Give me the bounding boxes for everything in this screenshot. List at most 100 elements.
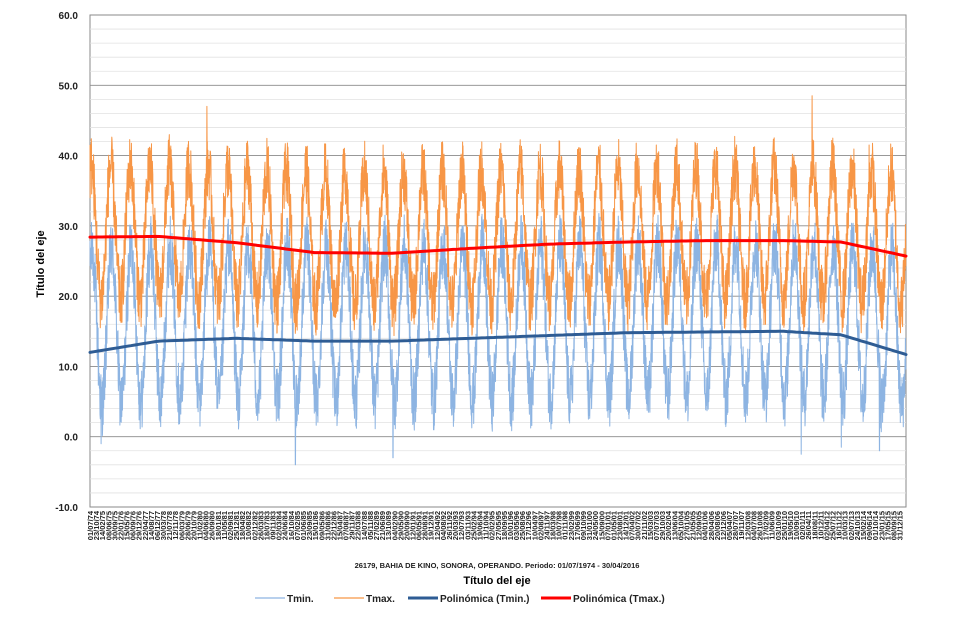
x-tick-label: 21/06/89 [378, 511, 387, 540]
x-tick-label: 14/07/88 [360, 511, 369, 540]
x-tick-label: 06/09/76 [129, 511, 138, 540]
y-tick-label: 60.0 [59, 11, 79, 22]
x-tick-label: 22/12/86 [329, 511, 338, 540]
x-tick-label: 05/04/07 [725, 511, 734, 540]
x-tick-label: 09/06/14 [865, 510, 874, 540]
y-tick-labels: 60.0 50.0 40.0 30.0 20.0 10.0 0.0 -10.0 [55, 11, 78, 514]
legend-item-tmin: Tmin. [255, 594, 314, 605]
x-tick-label: 26/03/83 [256, 511, 265, 540]
x-tick-label: 10/07/98 [555, 511, 564, 540]
x-tick-label: 14/12/01 [622, 511, 631, 540]
x-tick-label: 06/05/91 [415, 511, 424, 540]
x-tick-label: 01/05/01 [609, 511, 618, 540]
y-tick-label: 0.0 [64, 433, 78, 444]
y-tick-label: 30.0 [59, 222, 79, 233]
x-tick-label: 03/11/93 [463, 511, 472, 540]
tmin-series-line [89, 213, 907, 466]
x-tick-label: 01/07/74 [86, 510, 95, 540]
x-tick-label: 24/06/84 [281, 510, 290, 540]
x-tick-label: 28/08/91 [421, 511, 430, 540]
x-tick-label: 02/03/84 [275, 510, 284, 540]
x-tick-label: 01/11/98 [561, 511, 570, 540]
tmin-trend-line [88, 329, 908, 356]
x-tick-label: 04/02/90 [390, 511, 399, 540]
x-tick-label: 18/03/98 [549, 511, 558, 540]
x-tick-label: 06/12/77 [153, 511, 162, 540]
y-tick-label: 10.0 [59, 362, 79, 373]
legend: Tmin. Tmax. Polinómica (Tmin.) Polinómica (… [255, 594, 665, 605]
x-tick-label: 25/02/94 [469, 510, 478, 540]
x-tick-label: 02/07/13 [847, 511, 856, 540]
x-tick-label: 24/11/97 [542, 511, 551, 540]
legend-item-tmax-trend: Polinómica (Tmax.) [541, 594, 665, 605]
x-tick-label: 18/04/82 [238, 511, 247, 540]
x-tick-label: 04/06/80 [202, 511, 211, 540]
x-tick-label: 12/03/08 [743, 511, 752, 540]
x-tick-label: 25/12/81 [232, 511, 241, 540]
x-tick-label: 10/12/11 [816, 511, 825, 540]
x-tick-label: 10/01/96 [506, 511, 515, 540]
trend-layer [88, 234, 908, 356]
x-tick-label: 08/06/75 [104, 511, 113, 540]
x-tick-label: 13/06/04 [670, 510, 679, 540]
y-tick-label: 20.0 [59, 292, 79, 303]
x-tick-label: 16/10/84 [287, 510, 296, 540]
x-tick-label: 12/09/05 [695, 511, 704, 540]
x-tick-label: 03/10/09 [774, 511, 783, 540]
x-tick-label: 30/07/02 [634, 511, 643, 540]
x-tick-label: 17/12/96 [524, 511, 533, 540]
x-tick-label: 19/05/10 [786, 511, 795, 540]
x-tick-label: 14/02/75 [98, 511, 107, 540]
x-tick-label: 25/08/96 [518, 511, 527, 540]
x-tick-label: 22/03/88 [354, 511, 363, 540]
legend-label: Polinómica (Tmin.) [440, 594, 529, 605]
x-tick-label: 27/01/05 [682, 511, 691, 540]
x-tick-label: 28/04/06 [707, 511, 716, 540]
x-tick-label: 18/01/81 [214, 511, 223, 540]
x-tick-label: 30/09/75 [110, 511, 119, 540]
x-tick-label: 19/11/07 [737, 511, 746, 540]
x-tick-label: 07/01/01 [603, 511, 612, 540]
x-tick-label: 21/05/05 [689, 511, 698, 540]
y-tick-label: -10.0 [55, 503, 78, 514]
x-tick-label: 27/05/95 [494, 511, 503, 540]
x-tick-label: 29/11/87 [348, 511, 357, 540]
legend-item-tmax: Tmax. [334, 594, 395, 605]
x-tick-label: 31/08/86 [323, 511, 332, 540]
x-tick-label: 09/05/86 [317, 511, 326, 540]
x-tick-label: 19/06/94 [475, 510, 484, 540]
x-tick-label: 11/10/94 [482, 510, 491, 540]
x-tick-label: 28/07/07 [731, 511, 740, 540]
x-tick-label: 23/01/15 [877, 511, 886, 540]
x-tick-label: 11/06/09 [768, 511, 777, 540]
x-tick-label: 12/11/78 [171, 511, 180, 540]
x-tick-label: 31/01/00 [585, 511, 594, 540]
x-tick-label: 20/03/93 [451, 511, 460, 540]
x-tick-label: 21/07/78 [165, 511, 174, 540]
x-tick-label: 15/05/76 [123, 511, 132, 540]
x-tick-label: 10/08/82 [244, 511, 253, 540]
x-tick-label: 17/05/15 [883, 511, 892, 540]
x-tick-label: 07/02/85 [293, 511, 302, 540]
x-tick-label: 22/04/77 [141, 511, 150, 540]
x-tick-label: 19/12/91 [427, 511, 436, 540]
x-tick-label: 04/08/92 [439, 511, 448, 540]
x-tick-label: 07/04/02 [628, 511, 637, 540]
x-tick-label: 20/02/04 [664, 510, 673, 540]
x-tick-label: 31/12/15 [896, 511, 905, 540]
x-tick-label: 08/09/15 [889, 511, 898, 540]
x-tick-label: 12/04/92 [433, 511, 442, 540]
tmax-trend-line [88, 234, 908, 258]
chart-subtitle: 26179, BAHIA DE KINO, SONORA, OPERANDO. … [355, 561, 640, 570]
x-tick-label: 09/10/99 [579, 511, 588, 540]
x-tick-label: 10/09/10 [792, 511, 801, 540]
x-axis-title: Título del eje [463, 575, 530, 587]
x-tick-label: 11/02/80 [196, 511, 205, 540]
x-tick-label: 26/04/11 [804, 511, 813, 540]
x-tick-label: 04/01/06 [701, 511, 710, 540]
x-tick-label: 29/10/03 [658, 511, 667, 540]
x-tick-label: 10/03/13 [841, 511, 850, 540]
x-tick-label: 06/03/79 [177, 511, 186, 540]
x-tick-label: 02/04/12 [822, 511, 831, 540]
x-tick-label: 26/11/92 [445, 511, 454, 540]
